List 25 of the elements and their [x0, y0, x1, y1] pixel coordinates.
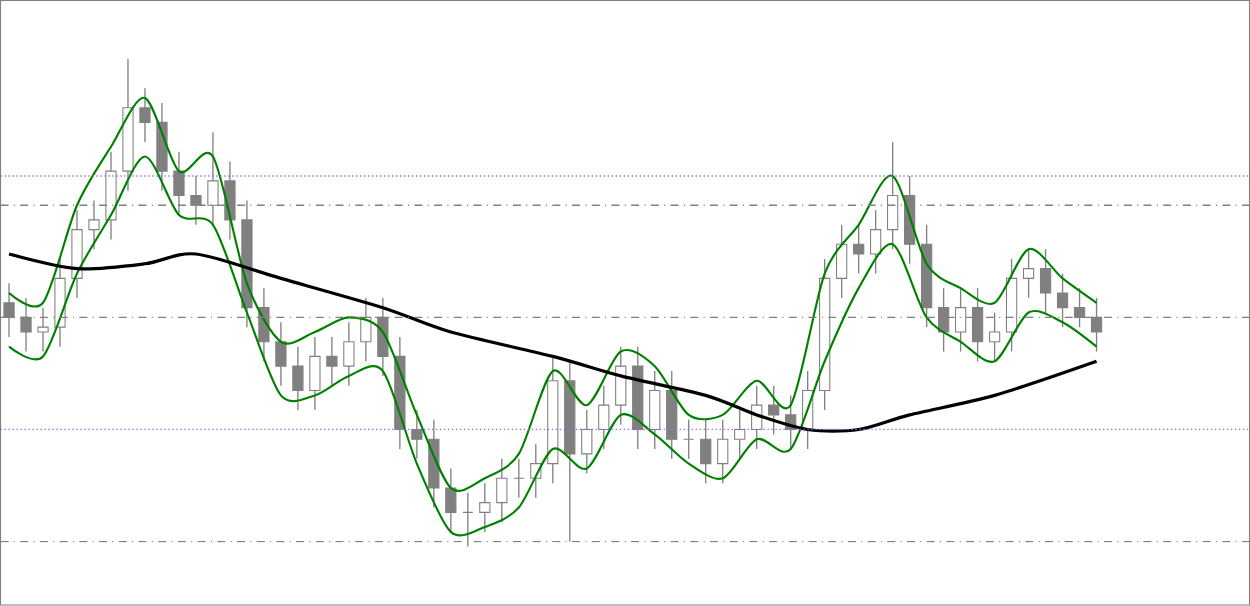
candlestick: [326, 336, 338, 387]
candlestick: [683, 419, 695, 460]
candlestick: [649, 370, 661, 450]
candlestick: [700, 419, 712, 485]
candlestick: [513, 458, 525, 499]
candlestick: [139, 87, 151, 143]
candlestick: [1039, 248, 1052, 314]
candlestick: [734, 409, 746, 460]
candlestick: [768, 385, 780, 436]
candlestick: [343, 321, 355, 387]
candlestick: [836, 224, 848, 299]
candlestick: [615, 346, 627, 426]
candlestick: [292, 346, 304, 411]
candlestick: [275, 321, 287, 387]
candlestick: [411, 409, 423, 460]
candlestick: [853, 224, 865, 275]
candlestick: [309, 336, 321, 411]
candlestick: [479, 482, 491, 533]
candlestick: [1022, 248, 1035, 299]
candlestick: [870, 209, 882, 275]
candlestick: [598, 385, 610, 450]
candlestick: [717, 419, 729, 485]
candlestick: [445, 468, 457, 533]
candlestick: [581, 409, 593, 475]
candlestick: [496, 458, 508, 524]
